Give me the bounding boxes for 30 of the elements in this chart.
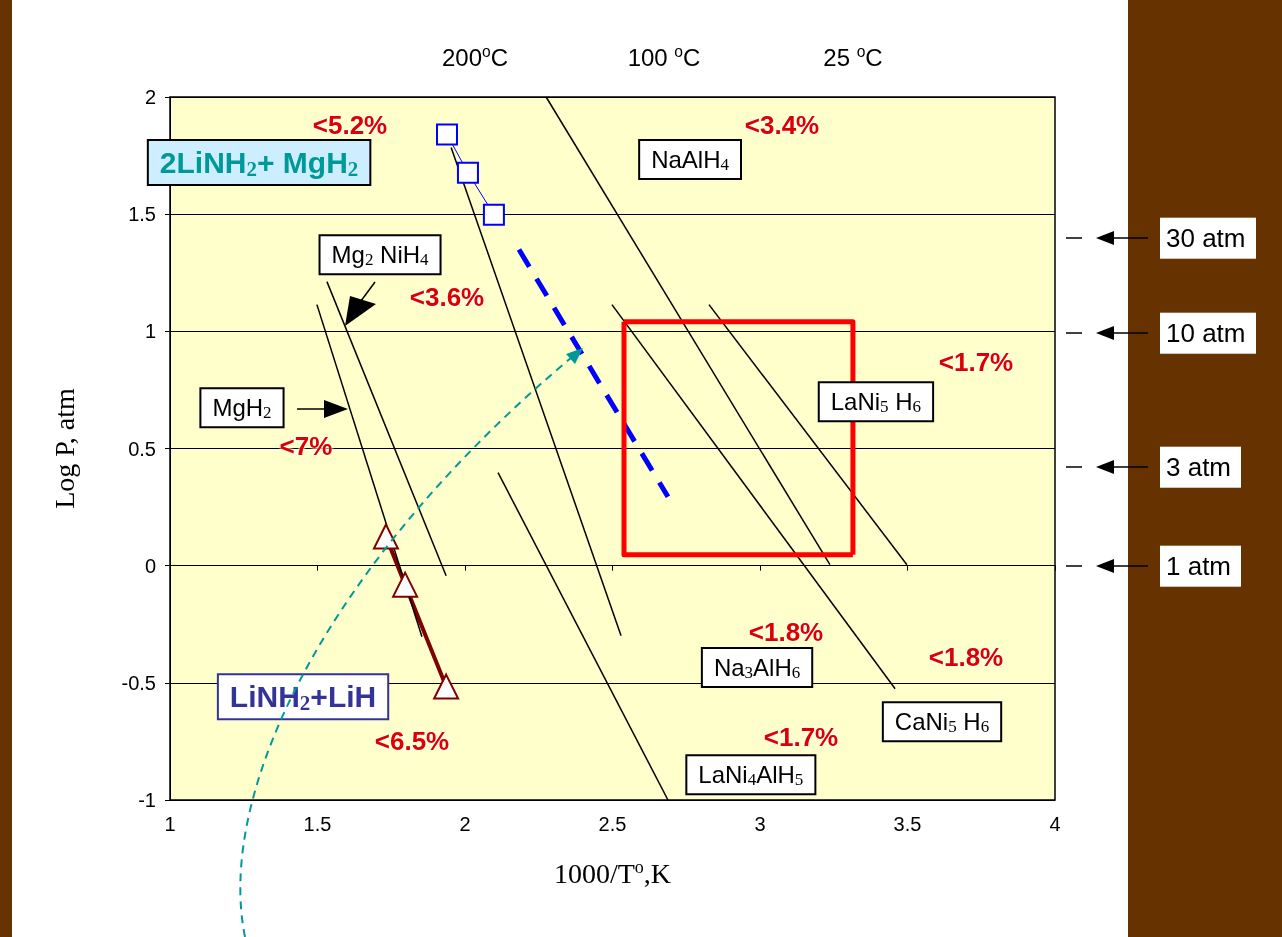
text: 200$^{o}$C (441, 43, 509, 72)
text: 10 atm (1160, 312, 1256, 354)
annotation: <3.6% (408, 280, 486, 314)
annotation: <6.5% (373, 724, 451, 758)
y-tick-label: 2 (144, 86, 156, 108)
annotation: <1.8% (747, 615, 825, 649)
y-tick-label: 0 (144, 554, 156, 577)
y-tick-label: -1 (138, 789, 156, 811)
x-tick-label: 3.5 (893, 813, 922, 835)
y-tick-label: -0.5 (121, 671, 156, 694)
text: 30 atm (1160, 217, 1256, 259)
text: 25 $^{o}$C (823, 43, 883, 72)
x-tick-label: 4 (1049, 813, 1061, 835)
x-tick-label: 1.5 (303, 813, 332, 835)
x-tick-label: 1 (164, 813, 176, 835)
text: 3 atm (1160, 446, 1242, 488)
annotation: <3.4% (743, 108, 821, 142)
y-axis-title: Log P, atm (48, 388, 80, 509)
annotation: <5.2% (311, 108, 389, 142)
text: 1 atm (1160, 545, 1242, 587)
annotation: <1.7% (762, 720, 840, 754)
text: 100 $^{o}$C (627, 43, 701, 72)
y-tick-label: 1 (144, 320, 156, 343)
x-tick-label: 2.5 (598, 813, 627, 835)
annotation: <1.8% (927, 640, 1005, 674)
x-tick-label: 3 (754, 813, 766, 835)
x-tick-label: 2 (459, 813, 471, 835)
y-tick-label: 0.5 (128, 437, 156, 460)
annotation: <1.7% (937, 345, 1015, 379)
y-tick-label: 1.5 (128, 203, 156, 226)
